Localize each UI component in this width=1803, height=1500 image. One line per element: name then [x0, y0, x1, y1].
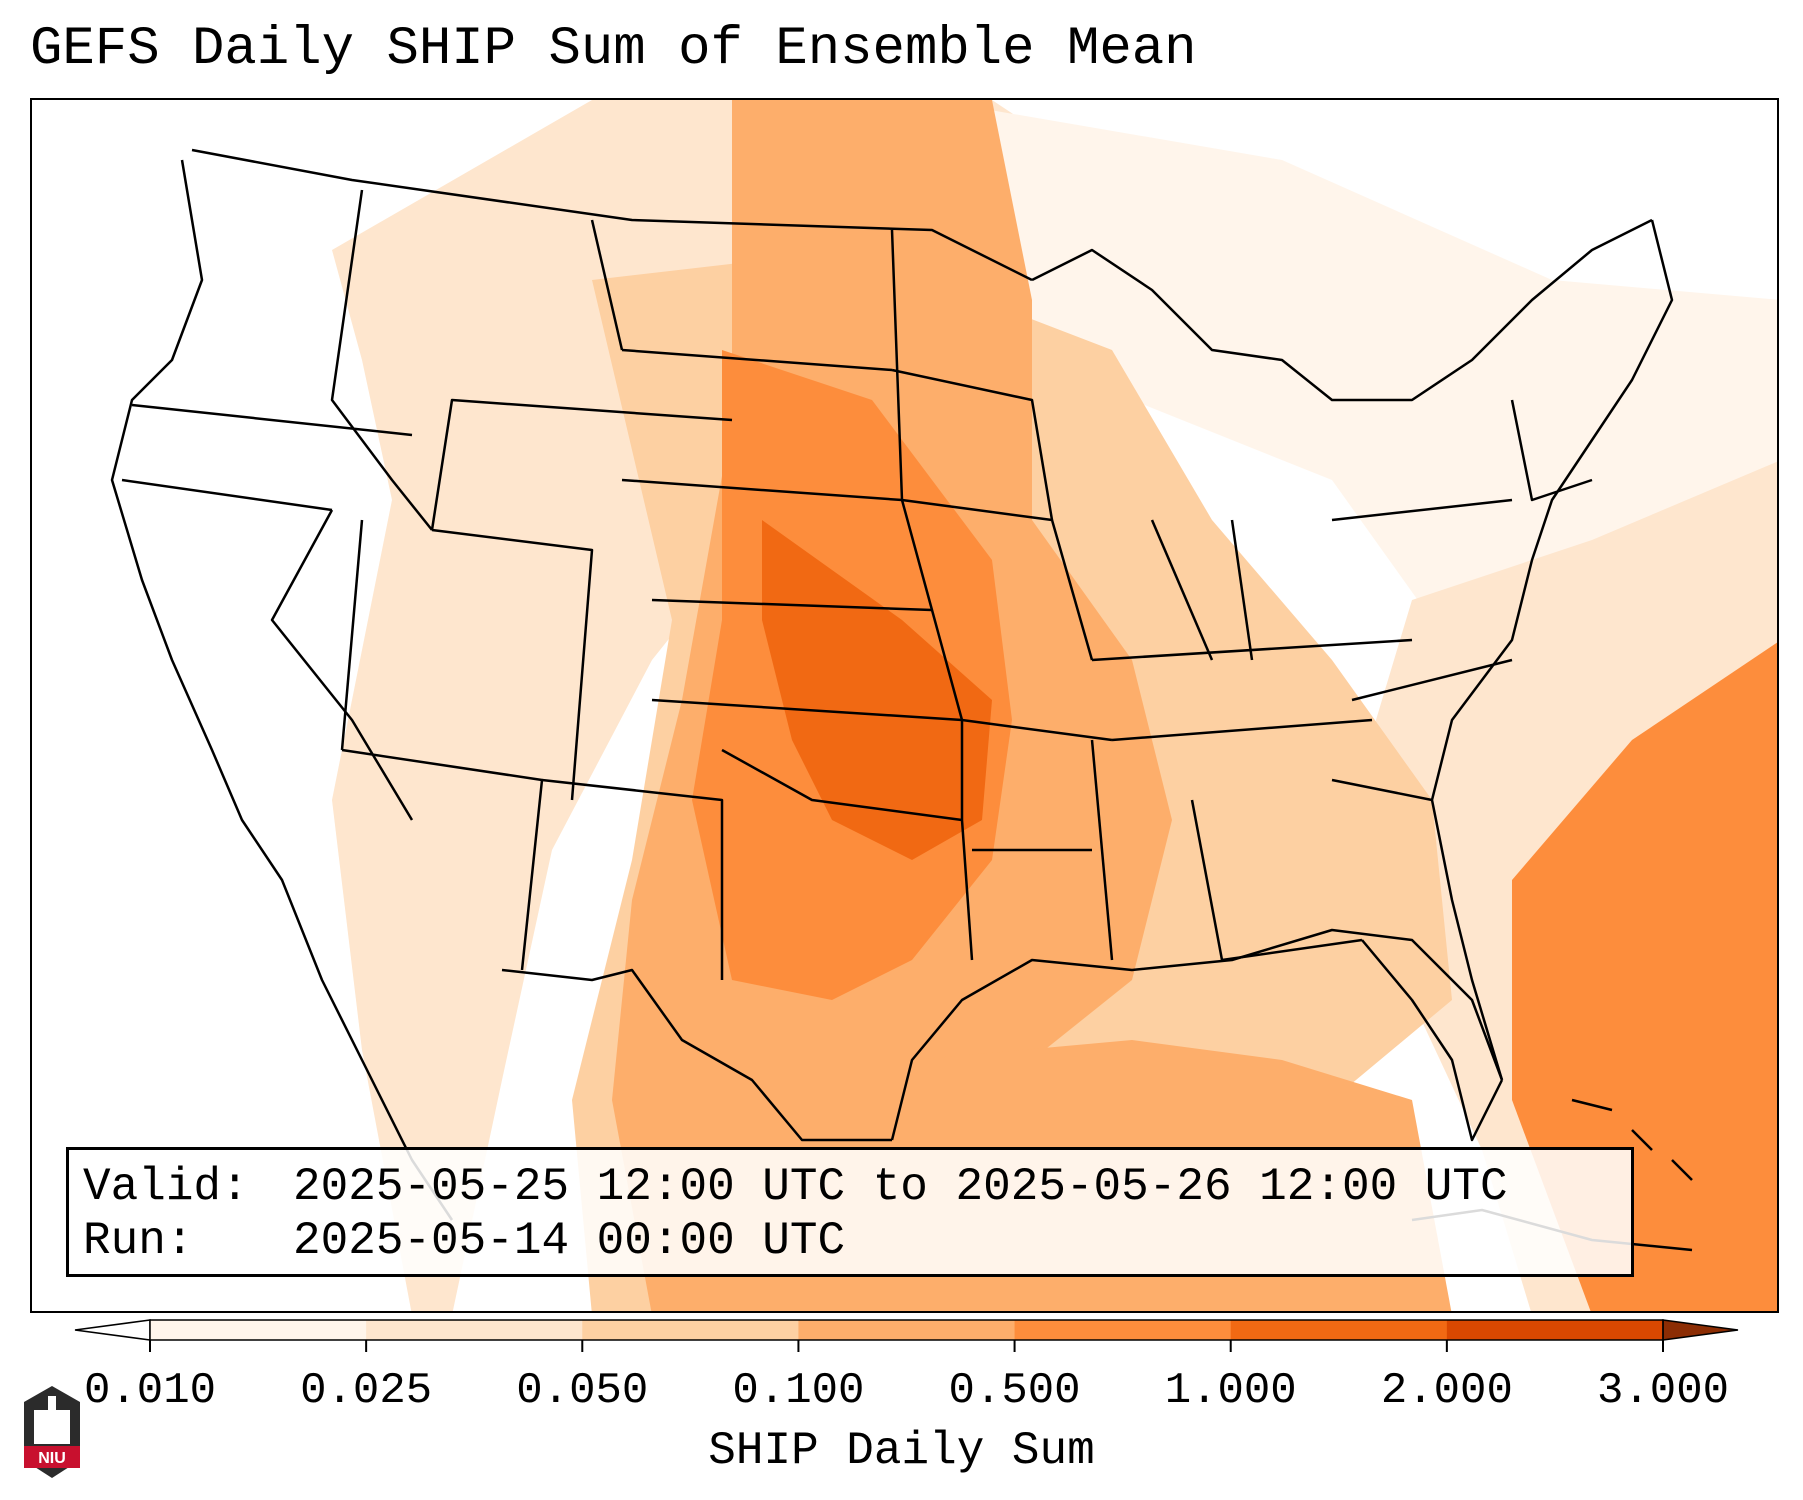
- colorbar-segment-3: [798, 1320, 1016, 1340]
- validity-info-box: Valid: 2025-05-25 12:00 UTC to 2025-05-26…: [66, 1147, 1634, 1277]
- nv-ut: [340, 519, 364, 751]
- colorbar-tick-label-6: 2.000: [1381, 1366, 1513, 1416]
- mexico-border: [501, 968, 892, 1142]
- in-oh: [1230, 519, 1254, 661]
- colorbar: 0.010 0.025 0.050 0.100 0.500 1.000 2.000 3.000: [74, 1319, 1739, 1416]
- contour-atlantic: [1512, 642, 1777, 1311]
- niu-logo-tower: [48, 1396, 56, 1412]
- pa-ny: [1331, 498, 1513, 522]
- colorbar-segment-0: [150, 1320, 367, 1340]
- sd-ne: [621, 478, 903, 502]
- plains-east: [890, 229, 974, 961]
- ship-map[interactable]: [32, 100, 1779, 1313]
- chart-title: GEFS Daily SHIP Sum of Ensemble Mean: [30, 19, 1197, 80]
- va-nc: [1351, 658, 1513, 702]
- colorbar-tick-label-3: 0.100: [732, 1366, 864, 1416]
- new-england: [1510, 399, 1593, 502]
- contour-northeast-faint: [932, 100, 1777, 660]
- run-label: Run:: [83, 1215, 194, 1267]
- wa-or: [131, 403, 413, 437]
- colorbar-over-arrow: [1662, 1319, 1739, 1341]
- sc-nc: [1331, 778, 1433, 802]
- tn-south: [1111, 718, 1373, 742]
- oh-valley: [1150, 519, 1214, 661]
- bahamas: [1571, 1098, 1693, 1181]
- ca-nv: [270, 509, 414, 821]
- tn-ky: [1091, 638, 1413, 662]
- ks-ok: [651, 698, 963, 722]
- colorbar-segment-1: [366, 1320, 583, 1340]
- great-lakes-region: [1031, 218, 1653, 402]
- colorbar-tick-label-7: 3.000: [1597, 1366, 1729, 1416]
- colorbar-segment-5: [1230, 1320, 1448, 1340]
- colorbar-segment-4: [1014, 1320, 1232, 1340]
- colorbar-tick-labels: 0.010 0.025 0.050 0.100 0.500 1.000 2.000 3.000: [84, 1366, 1729, 1416]
- colorbar-segment-2: [582, 1320, 799, 1340]
- map-frame[interactable]: [30, 98, 1779, 1313]
- colorbar-tick-label-0: 0.010: [84, 1366, 216, 1416]
- nd-sd: [621, 348, 893, 372]
- colorbar-label: SHIP Daily Sum: [708, 1425, 1095, 1477]
- nm-tx: [541, 778, 724, 980]
- east-coast: [1430, 219, 1674, 1081]
- run-line: Run: 2025-05-14 00:00 UTC: [83, 1214, 1617, 1268]
- al-ga: [1190, 799, 1224, 961]
- colorbar-tick-label-4: 0.500: [949, 1366, 1081, 1416]
- colorbar-tick-label-1: 0.025: [300, 1366, 432, 1416]
- valid-label: Valid:: [83, 1161, 249, 1213]
- valid-value: 2025-05-25 12:00 UTC to 2025-05-26 12:00…: [293, 1161, 1508, 1213]
- canada-border: [191, 148, 1033, 282]
- colorbar-tick-label-2: 0.050: [516, 1366, 648, 1416]
- id-mt: [330, 189, 433, 531]
- colorbar-ticks: [149, 1340, 1664, 1352]
- niu-logo-building: [34, 1410, 70, 1444]
- ne-ks: [651, 598, 933, 612]
- gulf-coast: [890, 928, 1504, 1141]
- niu-logo: NIU: [24, 1386, 80, 1478]
- valid-line: Valid: 2025-05-25 12:00 UTC to 2025-05-26…: [83, 1160, 1617, 1214]
- florida: [1361, 939, 1504, 1142]
- ia-mo: [901, 498, 1094, 661]
- colorbar-under-arrow: [74, 1319, 151, 1341]
- ok-tx: [721, 748, 963, 822]
- colorbar-segments: [74, 1319, 1739, 1341]
- wy-co: [430, 398, 733, 531]
- west-coast: [110, 159, 454, 1221]
- ga-fl: [1221, 938, 1363, 962]
- state-borders: [110, 148, 1693, 1252]
- mo-ar: [961, 718, 1113, 742]
- ms-al: [1090, 739, 1114, 961]
- colorbar-segment-6: [1446, 1320, 1664, 1340]
- mt-nd: [590, 219, 624, 351]
- or-ca: [121, 478, 333, 512]
- colorbar-outline: [149, 1319, 1664, 1341]
- colorbar-tick-label-5: 1.000: [1165, 1366, 1297, 1416]
- ut-co: [431, 528, 594, 801]
- niu-logo-banner: [24, 1446, 80, 1468]
- run-value: 2025-05-14 00:00 UTC: [293, 1215, 846, 1267]
- mn-wi: [891, 368, 1054, 521]
- niu-logo-text: NIU: [38, 1450, 66, 1467]
